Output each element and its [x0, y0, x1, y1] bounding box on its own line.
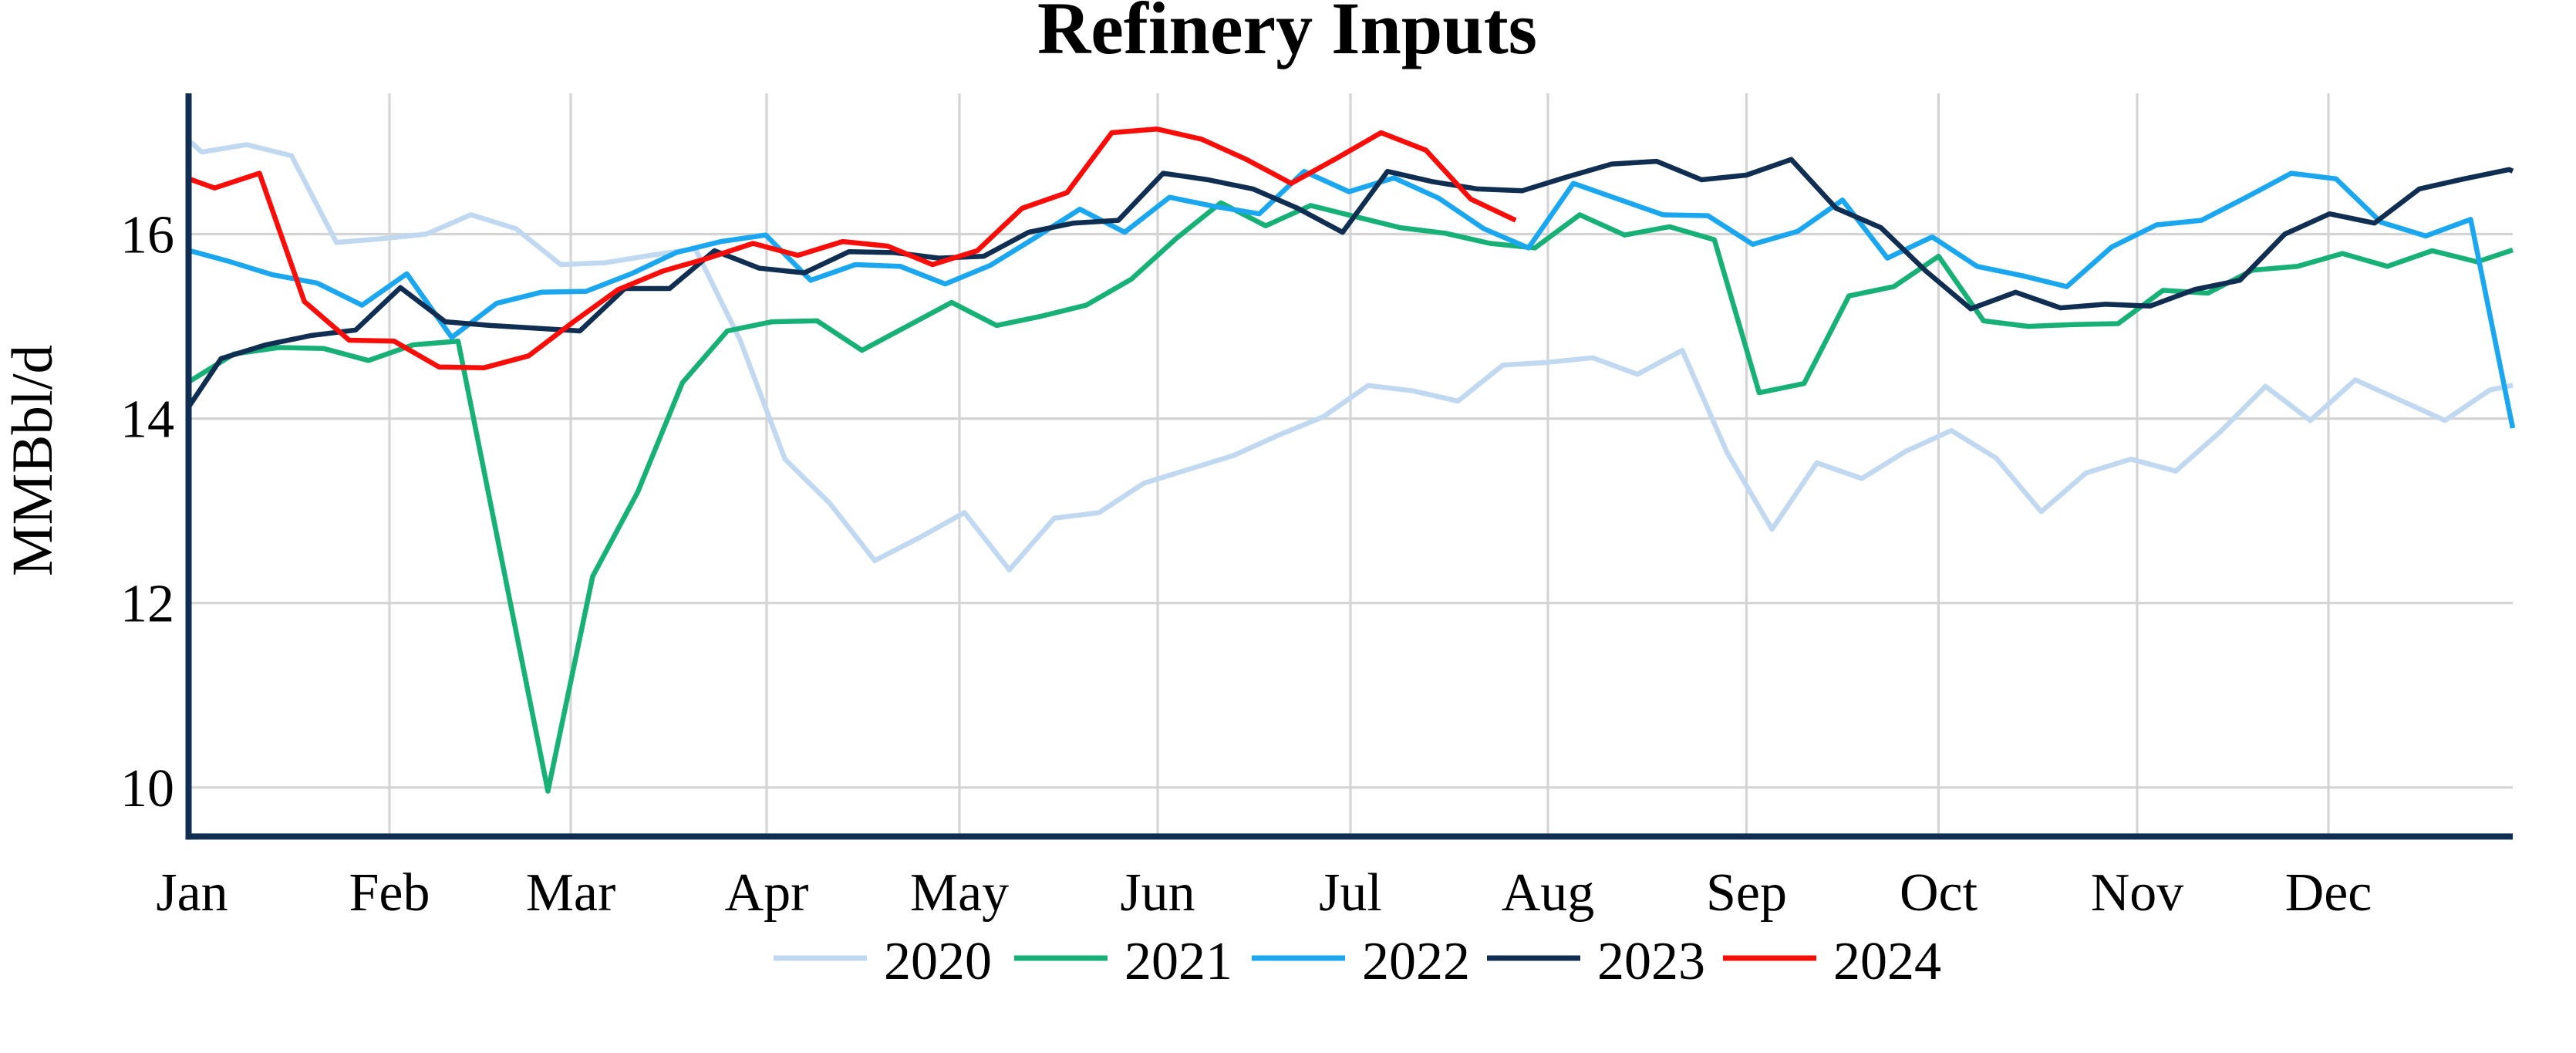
svg-text:12: 12: [120, 575, 174, 634]
svg-text:Jan: Jan: [156, 863, 228, 923]
svg-text:14: 14: [120, 390, 174, 450]
svg-text:May: May: [910, 863, 1009, 923]
svg-text:MMBbl/d: MMBbl/d: [1, 345, 65, 576]
svg-text:2021: 2021: [1124, 932, 1232, 991]
svg-text:2024: 2024: [1833, 932, 1941, 991]
svg-text:Dec: Dec: [2285, 863, 2372, 923]
svg-text:Jul: Jul: [1319, 863, 1382, 923]
svg-text:10: 10: [120, 759, 174, 818]
svg-text:Refinery Inputs: Refinery Inputs: [1037, 0, 1537, 69]
svg-text:Feb: Feb: [349, 863, 430, 923]
svg-text:Apr: Apr: [725, 863, 809, 923]
svg-text:Oct: Oct: [1900, 863, 1978, 923]
svg-text:Aug: Aug: [1502, 863, 1595, 923]
svg-text:Jun: Jun: [1120, 863, 1195, 923]
svg-text:Nov: Nov: [2091, 863, 2184, 923]
svg-text:Sep: Sep: [1706, 863, 1787, 923]
svg-text:2022: 2022: [1362, 932, 1470, 991]
svg-text:Mar: Mar: [526, 863, 616, 923]
svg-text:2020: 2020: [884, 932, 992, 991]
svg-text:2023: 2023: [1597, 932, 1705, 991]
svg-text:16: 16: [120, 206, 174, 265]
